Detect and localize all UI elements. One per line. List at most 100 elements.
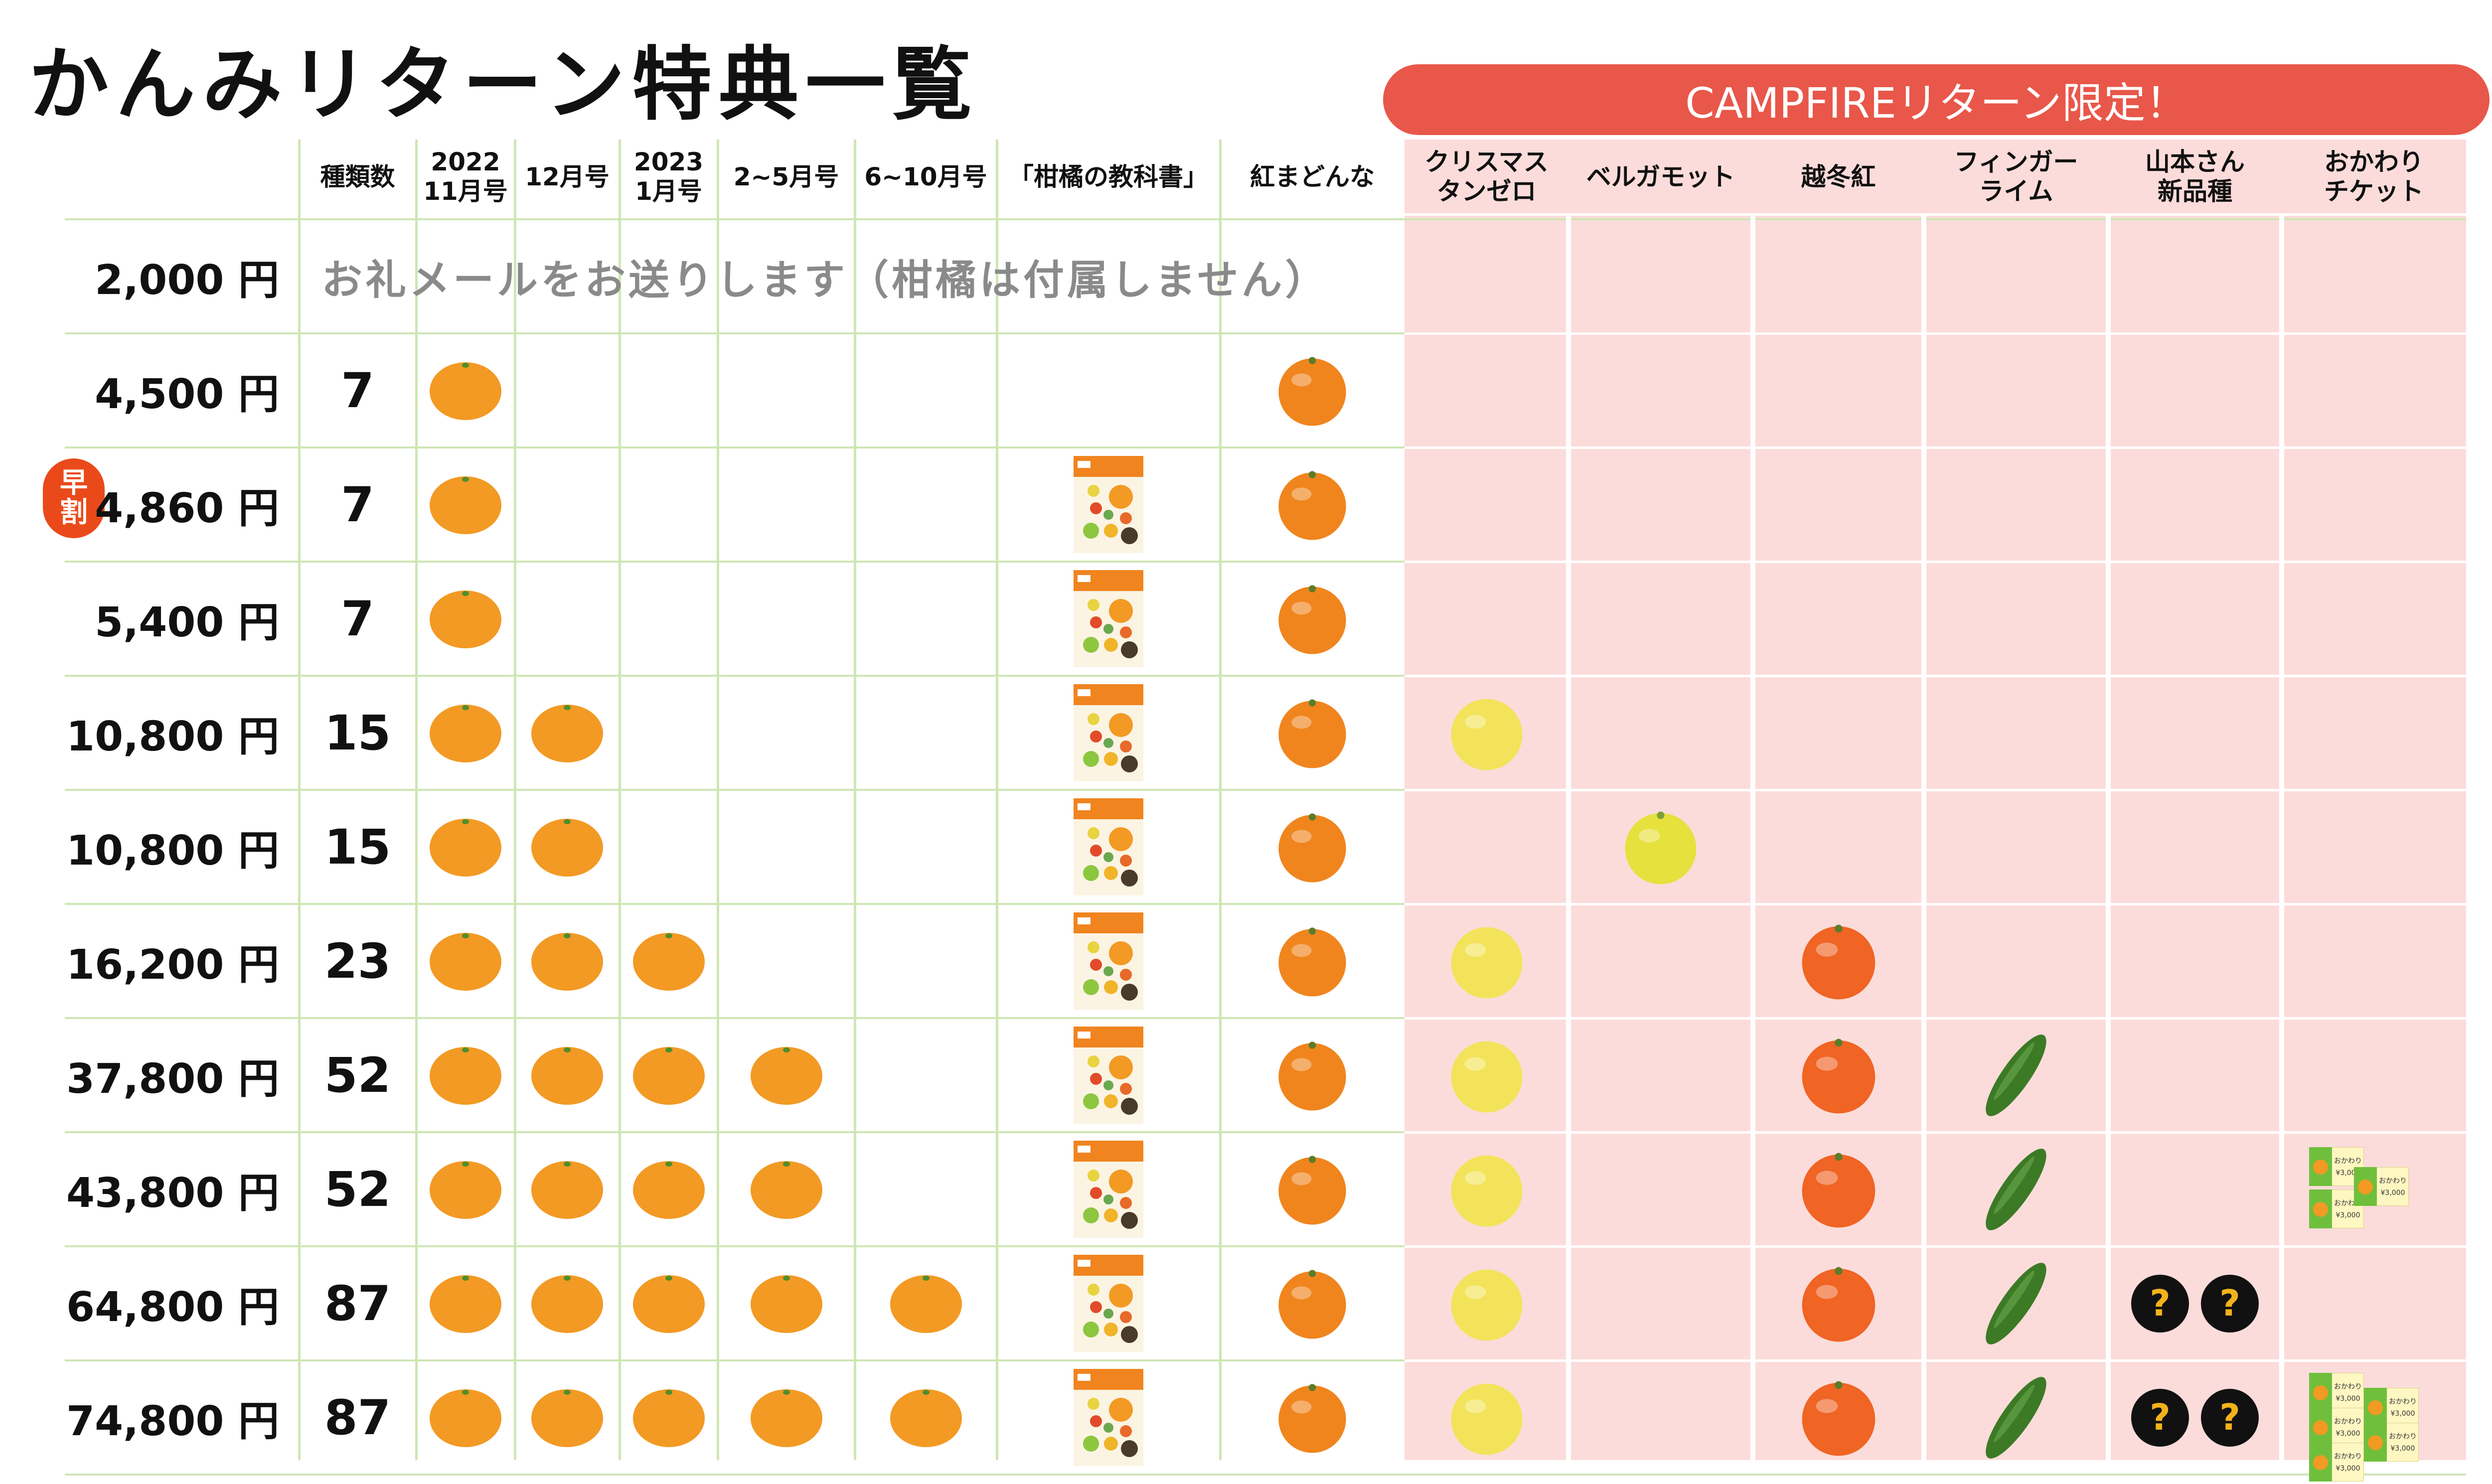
mystery-variety-icon: ? (2131, 1274, 2189, 1333)
column-divider (415, 140, 418, 1460)
mandarin-icon (531, 818, 603, 877)
mandarin-icon (531, 932, 603, 991)
mandarin-icon (632, 1046, 705, 1105)
row-divider (65, 1017, 2466, 1019)
mandarin-icon (890, 1275, 962, 1333)
citrus-book-icon (1074, 1141, 1143, 1238)
price-cell: 10,800 円 (66, 713, 279, 760)
refill-ticket-icon: おかわり ¥3,000 (2354, 1167, 2409, 1206)
finger-lime-icon (1986, 1376, 2046, 1459)
column-header: ベルガモット (1586, 162, 1735, 191)
mystery-variety-icon: ? (2201, 1388, 2259, 1447)
svg-text:¥3,000: ¥3,000 (2336, 1430, 2360, 1438)
variety-count: 7 (341, 476, 374, 533)
column-header: 2023 1月号 (633, 148, 704, 206)
column-divider (298, 140, 301, 1460)
beni-madonna-icon (1278, 1383, 1346, 1453)
price-cell: 64,800 円 (66, 1284, 279, 1331)
row-divider (65, 561, 2466, 563)
mandarin-icon (750, 1275, 822, 1333)
mystery-variety-icon: ? (2131, 1388, 2189, 1447)
svg-text:¥3,000: ¥3,000 (2381, 1189, 2405, 1197)
beni-madonna-icon (1278, 1041, 1346, 1111)
mandarin-icon (430, 818, 501, 877)
early-bird-badge: 早 割 (43, 458, 105, 538)
campfire-row-divider (1404, 332, 2466, 335)
campfire-row-divider (1404, 1017, 2466, 1020)
beni-madonna-icon (1278, 699, 1346, 768)
svg-text:おかわり: おかわり (2334, 1383, 2362, 1391)
variety-count: 15 (324, 819, 391, 875)
variety-count: 15 (324, 705, 391, 761)
beni-madonna-icon (1278, 1269, 1346, 1339)
column-header: 種類数 (320, 162, 395, 191)
beni-madonna-icon (1278, 470, 1346, 540)
campfire-header-divider (1404, 213, 2466, 216)
svg-text:¥3,000: ¥3,000 (2391, 1445, 2415, 1453)
citrus-book-icon (1074, 456, 1143, 553)
mandarin-icon (430, 1275, 501, 1333)
mandarin-icon (430, 932, 501, 991)
citrus-book-icon (1074, 684, 1143, 781)
svg-text:おかわり: おかわり (2379, 1177, 2407, 1185)
column-header: おかわり チケット (2324, 148, 2424, 206)
campfire-row-divider (1404, 561, 2466, 563)
svg-text:¥3,000: ¥3,000 (2336, 1395, 2360, 1403)
svg-text:¥3,000: ¥3,000 (2391, 1410, 2415, 1418)
price-cell: 37,800 円 (66, 1055, 279, 1103)
row-divider (65, 1245, 2466, 1247)
mandarin-icon (531, 1275, 603, 1333)
mandarin-icon (531, 704, 603, 762)
column-divider (619, 140, 621, 1460)
svg-text:¥3,000: ¥3,000 (2336, 1211, 2360, 1219)
campfire-column-divider (2279, 214, 2284, 1460)
campfire-limited-label: CAMPFIREリターン限定！ (1685, 78, 2187, 128)
price-cell: 5,400 円 (95, 599, 279, 646)
beni-madonna-icon (1278, 585, 1346, 654)
column-header: 越冬紅 (1801, 162, 1876, 191)
variety-count: 7 (341, 591, 374, 647)
mystery-variety-icon: ? (2201, 1274, 2259, 1333)
price-cell: 4,500 円 (95, 371, 279, 418)
campfire-row-divider (1404, 1131, 2466, 1134)
mandarin-icon (430, 704, 501, 762)
campfire-column-divider (2106, 214, 2111, 1460)
etto-beni-icon (1802, 1381, 1875, 1456)
tangelo-icon (1451, 699, 1522, 770)
early-bird-char-1: 早 (60, 467, 88, 500)
tangelo-icon (1451, 1041, 1522, 1112)
svg-text:?: ? (2219, 1396, 2240, 1438)
citrus-book-icon (1074, 798, 1143, 895)
citrus-book-icon (1074, 1369, 1143, 1466)
svg-text:おかわり: おかわり (2389, 1398, 2417, 1406)
variety-count: 87 (324, 1389, 391, 1446)
mandarin-icon (430, 590, 501, 648)
row-divider (65, 332, 2466, 334)
refill-ticket-icon: おかわり ¥3,000 (2364, 1388, 2419, 1427)
variety-count: 52 (324, 1161, 391, 1217)
mandarin-icon (531, 1161, 603, 1219)
row-divider (65, 1131, 2466, 1133)
citrus-book-icon (1074, 912, 1143, 1010)
row-divider (65, 789, 2466, 791)
mandarin-icon (430, 362, 501, 420)
mandarin-icon (750, 1389, 822, 1447)
svg-text:?: ? (2219, 1282, 2240, 1324)
campfire-column-divider (1750, 214, 1755, 1460)
citrus-book-icon (1074, 570, 1143, 667)
mandarin-icon (632, 1389, 705, 1447)
mandarin-icon (750, 1046, 822, 1105)
mandarin-icon (430, 1389, 501, 1447)
etto-beni-icon (1802, 1039, 1875, 1113)
refill-ticket-icon: おかわり ¥3,000 (2309, 1408, 2364, 1447)
campfire-row-divider (1404, 675, 2466, 677)
finger-lime-icon (1986, 1262, 2046, 1344)
tangelo-icon (1451, 1269, 1522, 1340)
row-divider (65, 446, 2466, 448)
refill-ticket-icon: おかわり ¥3,000 (2309, 1373, 2364, 1412)
mandarin-icon (531, 1389, 603, 1447)
price-cell: 74,800 円 (66, 1398, 279, 1445)
column-divider (717, 140, 719, 1460)
thank-you-email-note: お礼メールをお送りします（柑橘は付属しません） (321, 257, 1329, 304)
column-divider (514, 140, 516, 1460)
